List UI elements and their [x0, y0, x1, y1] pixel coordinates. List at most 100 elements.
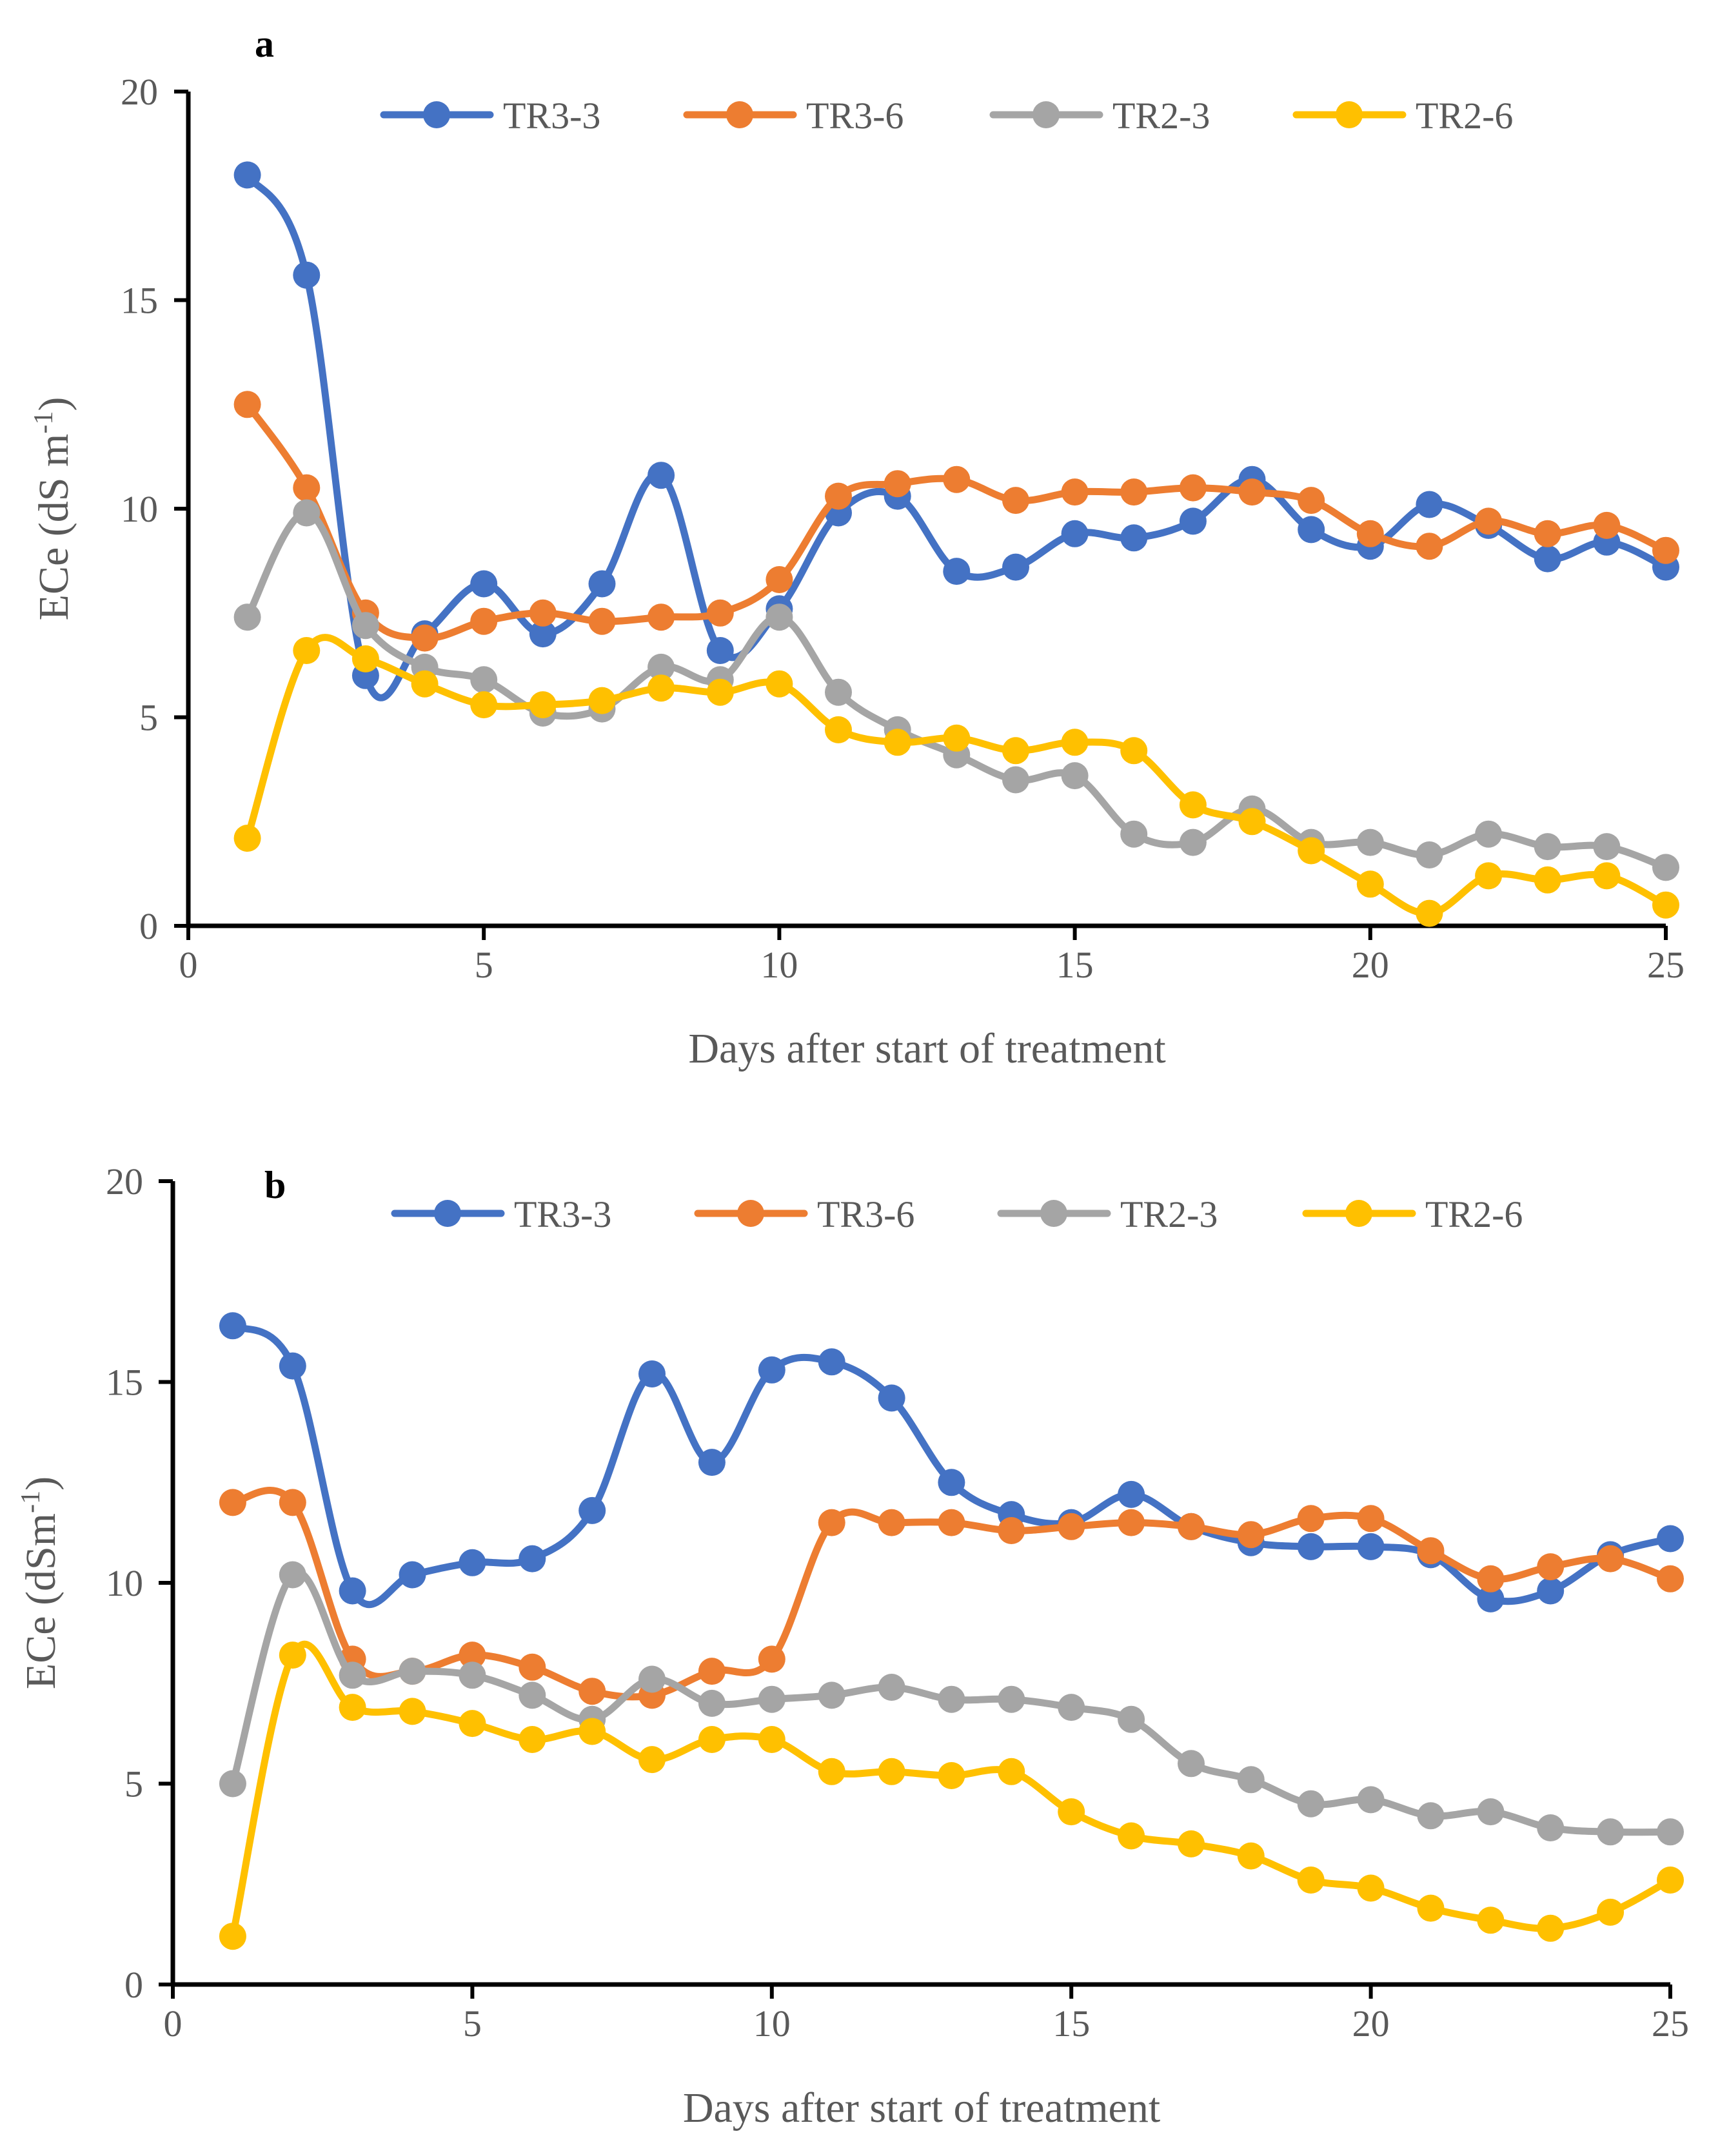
legend-item-TR3-3: TR3-3 — [380, 95, 600, 137]
legend-item-TR3-3: TR3-3 — [391, 1193, 611, 1235]
legend-item-TR2-3: TR2-3 — [989, 95, 1210, 137]
data-point-TR3-3 — [878, 1384, 905, 1412]
data-point-TR2-6 — [818, 1758, 845, 1785]
data-point-TR3-6 — [1298, 487, 1325, 514]
data-point-TR2-3 — [638, 1665, 666, 1693]
data-point-TR2-6 — [998, 1758, 1025, 1785]
y-tick-label: 10 — [121, 488, 158, 530]
data-point-TR2-6 — [1597, 1898, 1625, 1926]
y-tick-label: 15 — [121, 280, 158, 322]
data-point-TR2-6 — [578, 1718, 606, 1745]
data-point-TR3-3 — [706, 637, 734, 664]
data-point-TR3-6 — [884, 470, 911, 498]
data-point-TR3-3 — [339, 1577, 366, 1605]
data-point-TR2-3 — [758, 1685, 785, 1713]
data-point-TR3-6 — [588, 607, 616, 635]
data-point-TR2-3 — [293, 499, 321, 527]
data-point-TR2-3 — [938, 1685, 965, 1713]
data-point-TR2-6 — [647, 674, 675, 702]
data-point-TR2-6 — [1058, 1798, 1085, 1826]
data-point-TR2-3 — [1118, 1705, 1145, 1733]
legend-label: TR2-6 — [1416, 95, 1513, 137]
chart-panel-a: 0 5 10 15 20 0 5 10 15 20 25 Days after start of tr… — [29, 23, 1685, 1072]
data-point-TR3-3 — [943, 558, 971, 585]
legend-label: TR2-6 — [1425, 1193, 1523, 1235]
data-point-TR2-3 — [647, 653, 675, 681]
data-point-TR2-3 — [1652, 854, 1679, 881]
data-point-TR3-3 — [588, 570, 616, 598]
data-point-TR2-6 — [459, 1710, 486, 1738]
y-axis-title-main: ECe (dS m — [30, 434, 77, 621]
data-point-TR2-6 — [279, 1642, 306, 1669]
y-tick-label: 15 — [106, 1362, 143, 1404]
data-point-TR2-3 — [698, 1689, 726, 1717]
data-point-TR3-3 — [1297, 1533, 1325, 1560]
x-tick-label: 0 — [164, 2003, 183, 2044]
data-point-TR3-3 — [1477, 1585, 1505, 1612]
data-point-TR2-6 — [1652, 891, 1679, 919]
y-tick-label: 0 — [124, 1964, 143, 2006]
legend-item-TR2-6: TR2-6 — [1292, 95, 1513, 137]
data-point-TR3-6 — [519, 1653, 546, 1681]
legend-marker — [726, 101, 753, 128]
series-TR3-6 — [233, 391, 1679, 652]
data-point-TR3-3 — [1061, 520, 1089, 547]
data-point-TR2-6 — [1534, 866, 1561, 894]
data-point-TR3-3 — [1416, 491, 1443, 518]
data-point-TR3-6 — [1237, 1521, 1265, 1549]
data-point-TR3-6 — [529, 599, 557, 627]
legend-marker — [434, 1200, 461, 1227]
data-point-TR3-3 — [219, 1312, 246, 1340]
data-point-TR2-3 — [1593, 833, 1621, 861]
data-point-TR2-6 — [638, 1746, 666, 1774]
data-point-TR3-3 — [470, 570, 498, 598]
data-point-TR2-6 — [1475, 862, 1503, 890]
data-point-TR2-6 — [1238, 808, 1266, 836]
legend-label: TR3-3 — [514, 1193, 611, 1235]
series-TR3-6 — [219, 1487, 1684, 1709]
series-TR2-3 — [219, 1561, 1684, 1846]
x-tick-label: 5 — [463, 2003, 482, 2044]
legend-label: TR2-3 — [1120, 1193, 1218, 1235]
data-point-TR2-3 — [339, 1661, 366, 1689]
data-point-TR2-3 — [233, 603, 261, 631]
data-point-TR3-6 — [878, 1509, 905, 1536]
data-point-TR3-3 — [279, 1352, 306, 1380]
y-axis-title-main: ECe (dSm — [17, 1513, 64, 1689]
data-point-TR2-6 — [233, 825, 261, 852]
data-point-TR3-3 — [1534, 545, 1561, 573]
x-tick-label: 15 — [1052, 2003, 1090, 2044]
data-point-TR3-6 — [1417, 1537, 1445, 1565]
data-point-TR2-6 — [293, 637, 321, 664]
legend-label: TR3-6 — [806, 95, 904, 137]
data-point-TR3-6 — [698, 1658, 726, 1685]
data-point-TR2-3 — [878, 1674, 905, 1701]
data-point-TR2-6 — [1120, 737, 1148, 765]
y-axis-title-superscript: -1 — [16, 1491, 46, 1513]
y-tick-label: 5 — [124, 1763, 143, 1805]
data-point-TR3-6 — [219, 1489, 246, 1516]
x-tick-label: 25 — [1647, 944, 1685, 986]
data-point-TR2-3 — [470, 666, 498, 694]
legend-marker — [1336, 101, 1363, 128]
data-point-TR2-6 — [1298, 837, 1325, 865]
chart-panel-b: 0 5 10 15 20 0 5 10 15 20 25 Days after start of tr… — [16, 1161, 1689, 2132]
data-point-TR3-6 — [943, 466, 971, 493]
data-point-TR2-3 — [399, 1658, 426, 1685]
legend-marker — [1345, 1200, 1372, 1227]
data-point-TR2-6 — [1237, 1842, 1265, 1870]
y-axis-title: ECe (dS m-1) — [29, 397, 77, 621]
data-point-TR2-6 — [1356, 870, 1384, 898]
data-point-TR3-3 — [1120, 524, 1148, 552]
data-point-TR2-3 — [1061, 762, 1089, 790]
data-point-TR3-6 — [1534, 520, 1561, 547]
data-point-TR3-6 — [1477, 1565, 1505, 1592]
data-point-TR2-6 — [938, 1762, 965, 1789]
data-point-TR2-6 — [1357, 1874, 1385, 1902]
legend-marker — [423, 101, 450, 128]
data-point-TR2-6 — [1657, 1867, 1684, 1894]
data-point-TR3-6 — [1652, 536, 1679, 564]
data-point-TR2-3 — [1477, 1798, 1505, 1826]
